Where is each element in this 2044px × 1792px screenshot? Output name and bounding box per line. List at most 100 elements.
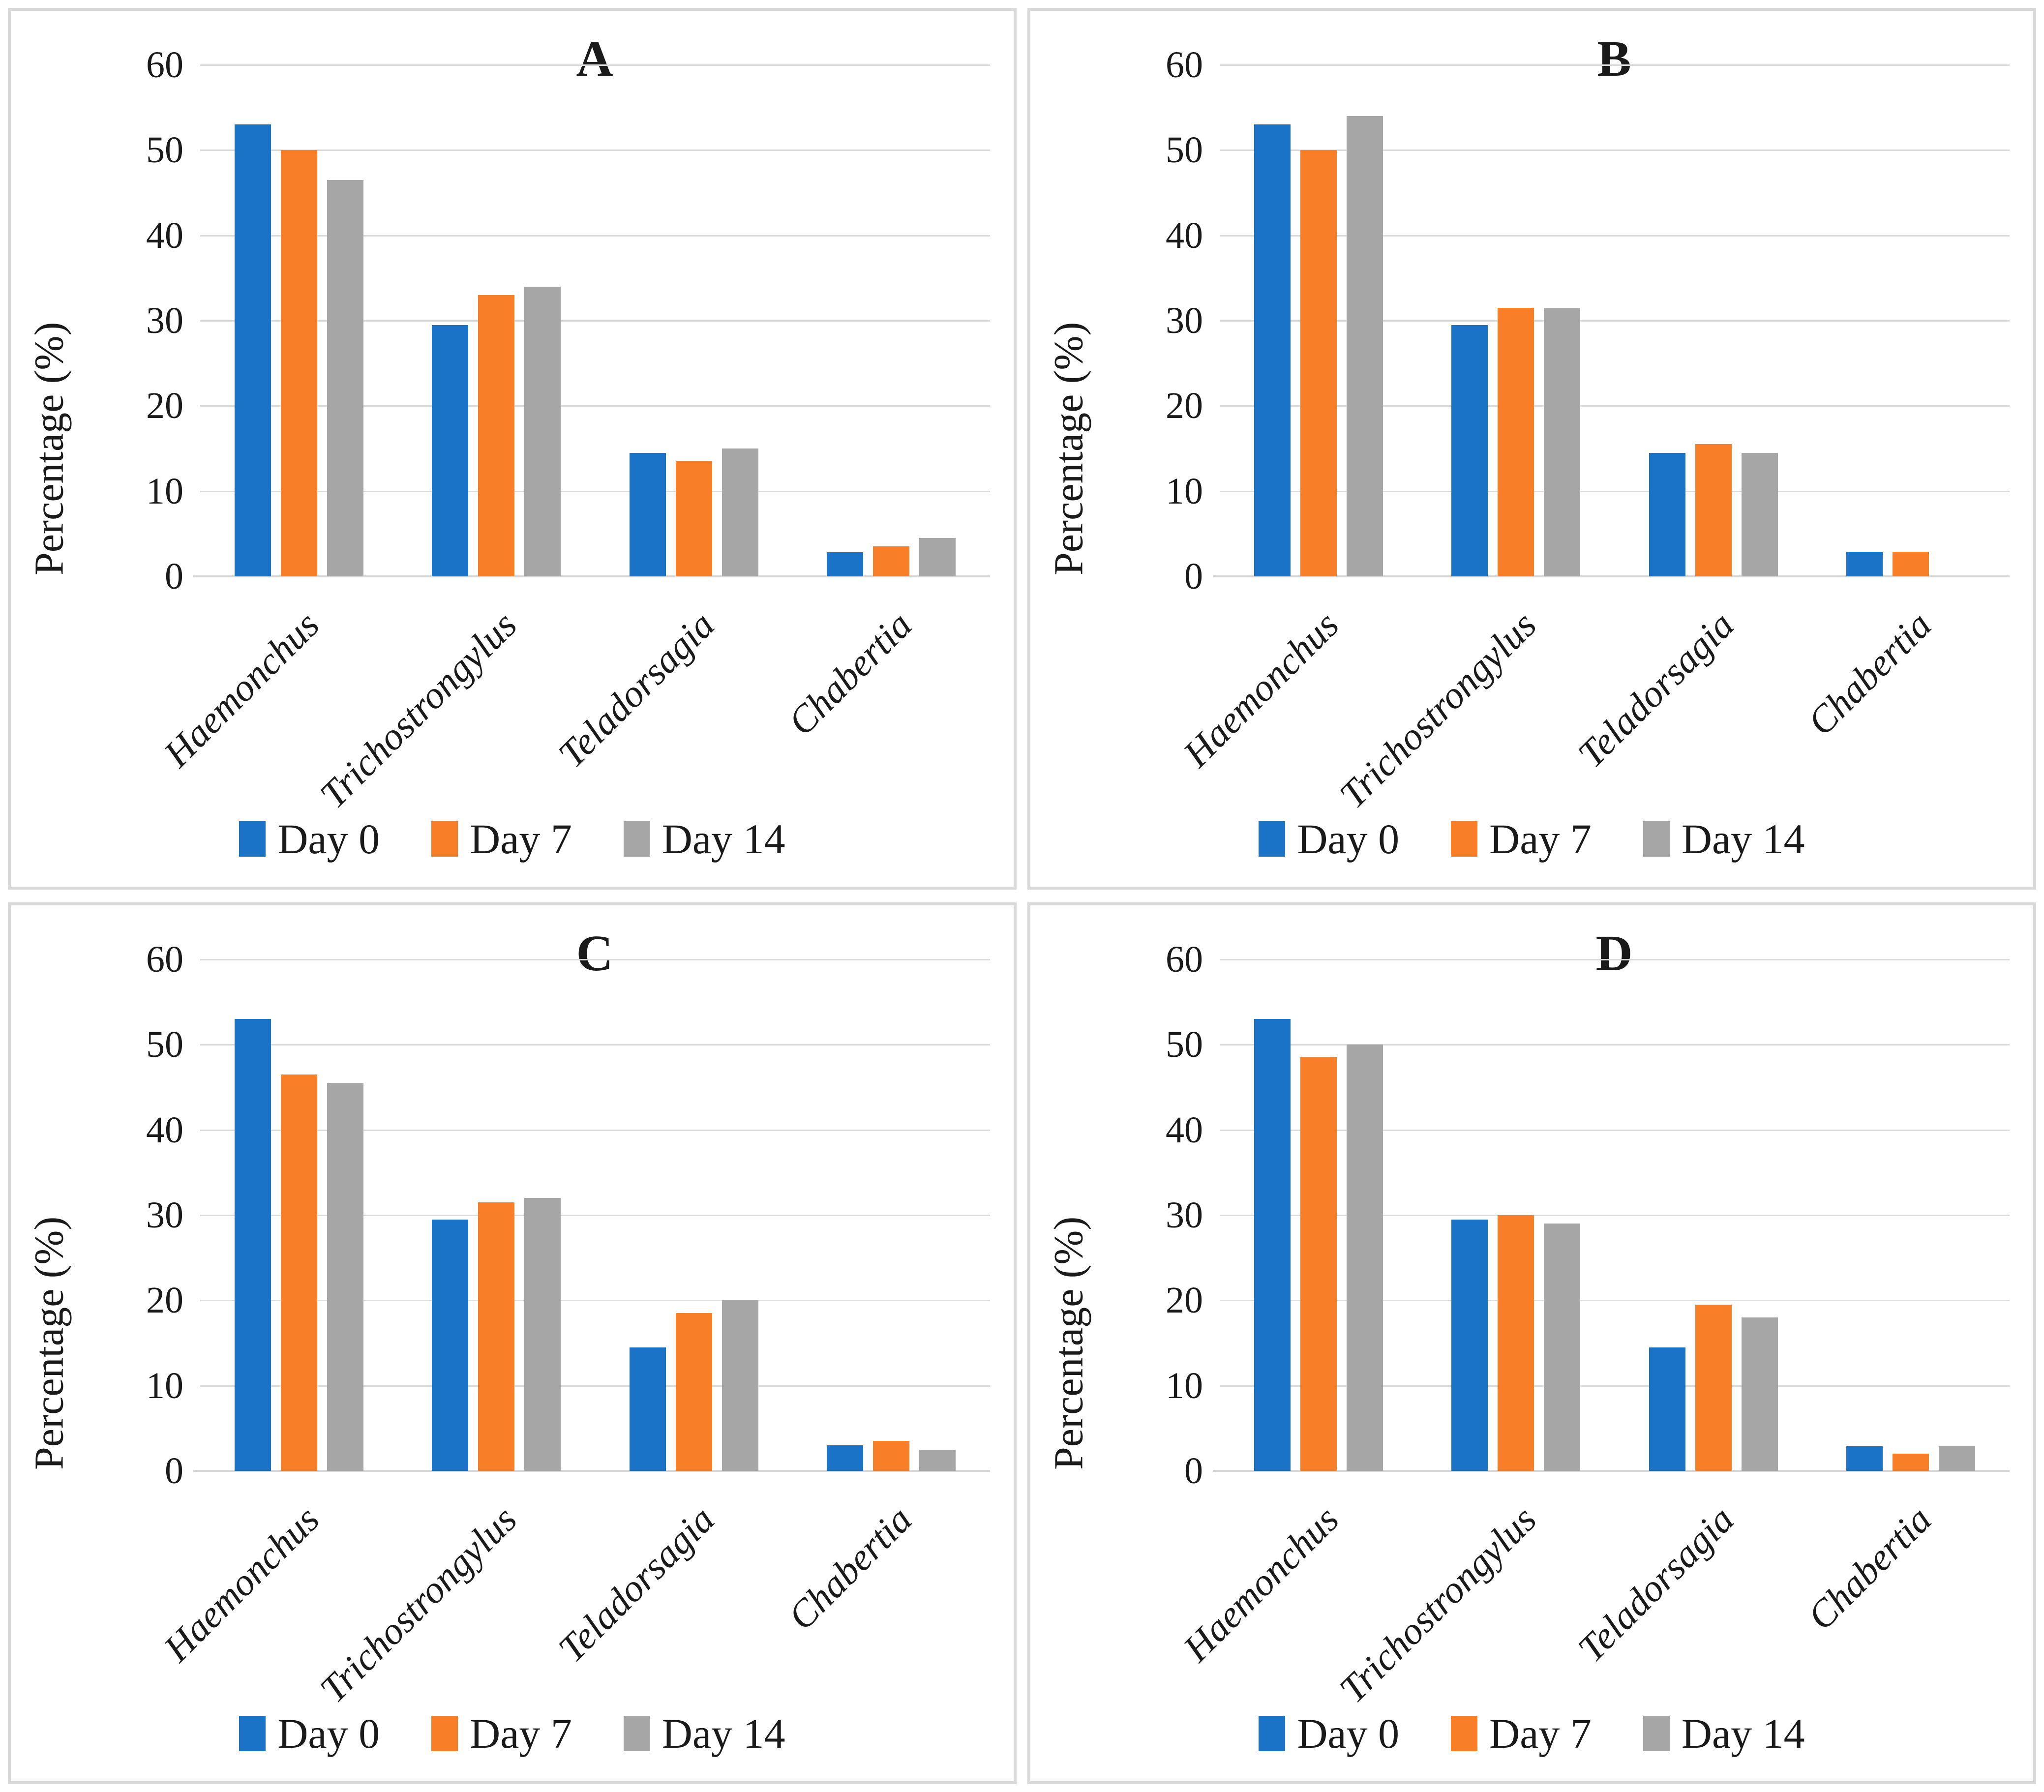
bar-day7-trichostrongylus	[1498, 1215, 1534, 1471]
bar-day14-teladorsagia	[721, 1300, 758, 1471]
legend-label: Day 0	[1297, 815, 1400, 863]
bar-day0-trichostrongylus	[432, 325, 469, 576]
gridline	[200, 1129, 990, 1131]
bar-day7-haemonchus	[280, 1075, 317, 1471]
bar-day14-teladorsagia	[1741, 1317, 1778, 1471]
bar-day14-haemonchus	[1346, 1045, 1383, 1471]
gridline	[1220, 320, 2010, 322]
plot-area: 0 10 20 30 40 50 60 Haemonchus Trichostrongylus T…	[1166, 941, 2010, 1711]
bar-day14-trichostrongylus	[524, 286, 561, 576]
chart-panel-a: A Percentage (%) 0 10 20 30 40 50 60 Haemonchus Tr…	[8, 8, 1017, 890]
gridline	[1220, 1300, 2010, 1302]
gridline	[200, 490, 990, 492]
gridline	[1220, 959, 2010, 960]
y-tick-label: 50	[146, 129, 183, 171]
four-panel-bar-chart-figure: A Percentage (%) 0 10 20 30 40 50 60 Haemonchus Tr…	[8, 8, 2036, 1784]
y-tick-label: 50	[146, 1024, 183, 1066]
panel-title: C	[576, 925, 614, 982]
legend: Day 0 Day 7 Day 14	[11, 1712, 1014, 1755]
bar-day0-chabertia	[1846, 551, 1883, 576]
legend-label: Day 7	[470, 815, 572, 863]
y-tick-label: 30	[1166, 1195, 1203, 1236]
chart-panel-b: B Percentage (%) 0 10 20 30 40 50 60 Haemonchus Tr…	[1027, 8, 2036, 890]
gridline	[200, 320, 990, 322]
bar-group-trichostrongylus	[432, 65, 561, 576]
bar-day0-haemonchus	[234, 124, 271, 576]
bar-day14-teladorsagia	[1741, 452, 1778, 576]
bar-day7-teladorsagia	[675, 1313, 712, 1471]
legend-marker-day0	[239, 1716, 266, 1751]
legend-label: Day 14	[661, 1710, 785, 1757]
bar-day7-chabertia	[1893, 551, 1929, 576]
bar-day7-chabertia	[1893, 1454, 1929, 1471]
legend-item-day7: Day 7	[431, 818, 572, 860]
legend-marker-day0	[239, 821, 266, 857]
bar-day7-chabertia	[873, 546, 910, 576]
y-tick-label: 10	[146, 1365, 183, 1406]
legend-label: Day 14	[1681, 1710, 1805, 1757]
y-axis-title: Percentage (%)	[1046, 322, 1092, 576]
plot-area: 0 10 20 30 40 50 60 Haemonchus Trichostrongylus T…	[146, 941, 990, 1711]
gridline	[200, 1385, 990, 1387]
legend: Day 0 Day 7 Day 14	[11, 818, 1014, 860]
bar-day7-trichostrongylus	[1498, 308, 1534, 576]
gridline	[1220, 1044, 2010, 1046]
gridline	[1220, 149, 2010, 151]
gridline	[200, 1044, 990, 1046]
gridline	[1220, 490, 2010, 492]
legend-label: Day 0	[277, 1710, 380, 1757]
bar-day14-haemonchus	[327, 1083, 363, 1471]
gridline	[1220, 405, 2010, 407]
plot-area: 0 10 20 30 40 50 60 Haemonchus Trichostrongylus T…	[146, 46, 990, 816]
legend-item-day14: Day 14	[1643, 1712, 1805, 1755]
y-tick-label: 40	[146, 1109, 183, 1151]
panel-title: A	[576, 30, 614, 87]
bar-group-teladorsagia	[1649, 959, 1778, 1471]
bar-group-teladorsagia	[629, 959, 758, 1471]
bar-day0-haemonchus	[234, 1019, 271, 1471]
x-category-label: Haemonchus	[155, 603, 328, 775]
legend-marker-day14	[1643, 821, 1670, 857]
y-tick-label: 60	[1166, 44, 1203, 86]
y-tick-label: 20	[1166, 385, 1203, 427]
bar-group-trichostrongylus	[1451, 959, 1581, 1471]
gridline	[1220, 1215, 2010, 1216]
gridline	[1220, 1385, 2010, 1387]
bar-group-haemonchus	[1254, 65, 1383, 576]
y-tick-label: 30	[146, 1195, 183, 1236]
legend-marker-day0	[1259, 821, 1286, 857]
bar-day7-haemonchus	[280, 150, 317, 576]
bar-day0-teladorsagia	[1649, 452, 1685, 576]
x-category-label: Haemonchus	[1175, 603, 1347, 775]
y-tick-label: 50	[1166, 129, 1203, 171]
bar-day0-teladorsagia	[629, 452, 666, 576]
legend-item-day7: Day 7	[1451, 818, 1592, 860]
legend-item-day0: Day 0	[1259, 1712, 1399, 1755]
legend-marker-day7	[1451, 1716, 1478, 1751]
bar-day14-teladorsagia	[721, 448, 758, 576]
y-tick-label: 0	[1184, 1450, 1203, 1492]
y-tick-label: 0	[165, 1450, 183, 1492]
x-category-label: Chabertia	[1799, 603, 1940, 744]
bar-group-teladorsagia	[629, 65, 758, 576]
x-axis-line	[1213, 1470, 2010, 1472]
y-tick-label: 30	[146, 300, 183, 341]
bar-day7-haemonchus	[1300, 150, 1337, 576]
bar-day14-chabertia	[919, 538, 956, 576]
bar-day14-chabertia	[1939, 1446, 1976, 1471]
bar-group-haemonchus	[1254, 959, 1383, 1471]
bar-day0-haemonchus	[1254, 124, 1291, 576]
bar-day7-teladorsagia	[1695, 1305, 1732, 1471]
legend-item-day0: Day 0	[239, 1712, 380, 1755]
y-tick-label: 10	[1166, 470, 1203, 512]
legend-item-day0: Day 0	[1259, 818, 1399, 860]
x-category-label: Trichostrongylus	[311, 603, 525, 816]
gridline	[200, 1215, 990, 1216]
legend-label: Day 0	[1297, 1710, 1400, 1757]
x-category-label: Chabertia	[1799, 1497, 1940, 1638]
x-category-label: Teladorsagia	[550, 1497, 722, 1671]
bar-group-chabertia	[827, 959, 956, 1471]
gridline	[1220, 64, 2010, 66]
gridline	[200, 1300, 990, 1302]
legend-label: Day 7	[1489, 815, 1592, 863]
